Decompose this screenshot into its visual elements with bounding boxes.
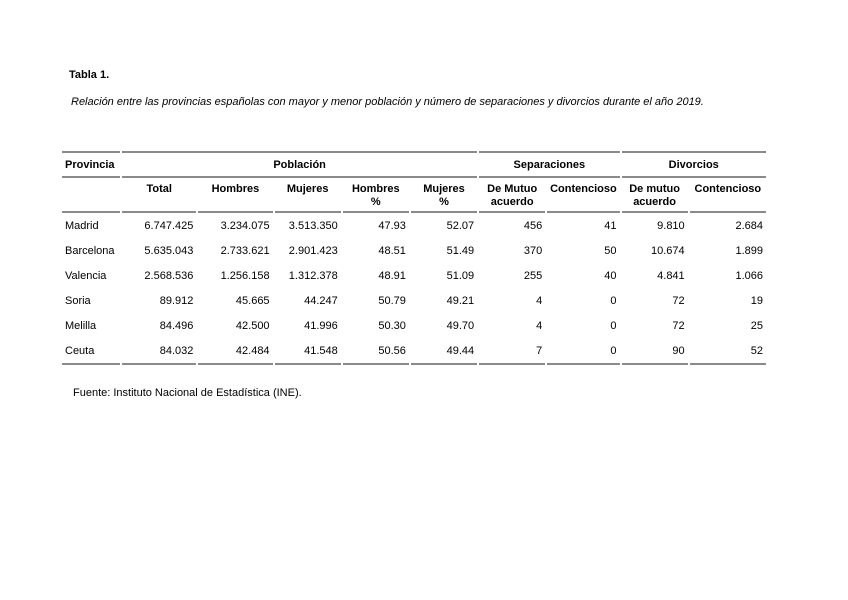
value-cell: 2.568.536 — [144, 269, 194, 282]
value-cell: 50.56 — [342, 338, 409, 365]
province-cell: Valencia — [65, 269, 107, 282]
value-cell: 4 — [536, 294, 543, 307]
value-cell: 89.912 — [159, 294, 194, 307]
value-cell: 1.066 — [735, 269, 763, 282]
value-cell: 48.91 — [378, 269, 406, 282]
table-caption: Relación entre las provincias españolas … — [71, 96, 704, 108]
value-cell: 0 — [547, 338, 620, 365]
province-cell: Melilla — [65, 319, 97, 332]
value-cell: 0 — [610, 319, 617, 332]
value-cell: 2.901.423 — [288, 244, 338, 257]
table-body: Madrid 6.747.425 3.234.075 3.513.350 47.93 52… — [62, 213, 766, 365]
value-cell: 49.21 — [446, 294, 475, 307]
value-cell: 1.256.158 — [220, 269, 270, 282]
table-row: Valencia 2.568.536 1.256.158 1.312.378 48.91… — [62, 263, 766, 288]
province-cell: Madrid — [65, 219, 99, 232]
group-header: Separaciones — [479, 151, 620, 178]
value-cell: 2.733.621 — [220, 244, 270, 257]
table-row: Barcelona 5.635.043 2.733.621 2.901.423 48.5… — [62, 238, 766, 263]
value-cell: 3.513.350 — [288, 219, 338, 232]
value-cell: 19 — [750, 294, 763, 307]
province-cell: Ceuta — [62, 338, 121, 365]
column-header — [62, 178, 121, 213]
table-row: Madrid 6.747.425 3.234.075 3.513.350 47.93 52… — [62, 213, 766, 238]
column-header: Contencioso — [547, 178, 620, 213]
value-cell: 72 — [672, 294, 685, 307]
value-cell: 52.07 — [446, 219, 475, 232]
value-cell: 84.032 — [122, 338, 197, 365]
column-header: Total — [122, 178, 197, 213]
value-cell: 48.51 — [378, 244, 406, 257]
value-cell: 49.70 — [446, 319, 475, 332]
value-cell: 25 — [750, 319, 763, 332]
column-header: Mujeres % — [410, 178, 478, 213]
table-row: Ceuta 84.032 42.484 41.548 50.56 49.44 7 0 90 52 — [62, 338, 766, 365]
value-cell: 50.79 — [378, 294, 406, 307]
column-header-provincia: Provincia — [62, 151, 121, 178]
value-cell: 51.49 — [446, 244, 475, 257]
value-cell: 41.996 — [304, 319, 338, 332]
table-header: Provincia Población Separaciones Divorcios T… — [62, 151, 766, 213]
value-cell: 4 — [536, 319, 543, 332]
group-header: Divorcios — [621, 151, 766, 178]
value-cell: 3.234.075 — [220, 219, 270, 232]
value-cell: 44.247 — [304, 294, 338, 307]
value-cell: 41 — [604, 219, 617, 232]
value-cell: 49.44 — [410, 338, 478, 365]
value-cell: 41.548 — [274, 338, 341, 365]
table-title: Tabla 1. — [69, 69, 110, 81]
value-cell: 5.635.043 — [144, 244, 194, 257]
value-cell: 40 — [604, 269, 617, 282]
value-cell: 50.30 — [378, 319, 406, 332]
value-cell: 10.674 — [651, 244, 685, 257]
value-cell: 52 — [689, 338, 766, 365]
column-header: De mutuo acuerdo — [621, 178, 688, 213]
value-cell: 456 — [523, 219, 543, 232]
column-header: Contencioso — [689, 178, 766, 213]
value-cell: 6.747.425 — [144, 219, 194, 232]
value-cell: 2.684 — [735, 219, 763, 232]
value-cell: 1.312.378 — [288, 269, 338, 282]
value-cell: 90 — [621, 338, 688, 365]
table-source: Fuente: Instituto Nacional de Estadístic… — [73, 387, 302, 399]
column-header: Hombres — [198, 178, 273, 213]
value-cell: 9.810 — [657, 219, 685, 232]
value-cell: 42.500 — [235, 319, 270, 332]
value-cell: 84.496 — [159, 319, 194, 332]
value-cell: 7 — [479, 338, 546, 365]
value-cell: 50 — [604, 244, 617, 257]
value-cell: 370 — [523, 244, 543, 257]
value-cell: 47.93 — [378, 219, 406, 232]
group-header: Población — [122, 151, 478, 178]
province-cell: Barcelona — [65, 244, 115, 257]
table-row: Melilla 84.496 42.500 41.996 50.30 49.70 4 0 72 2… — [62, 313, 766, 338]
column-header: Hombres % — [342, 178, 409, 213]
value-cell: 72 — [672, 319, 685, 332]
province-cell: Soria — [65, 294, 91, 307]
value-cell: 45.665 — [235, 294, 270, 307]
value-cell: 0 — [610, 294, 617, 307]
value-cell: 42.484 — [198, 338, 273, 365]
value-cell: 255 — [523, 269, 543, 282]
column-header: Mujeres — [274, 178, 341, 213]
value-cell: 51.09 — [446, 269, 475, 282]
table-row: Soria 89.912 45.665 44.247 50.79 49.21 4 0 72 19 — [62, 288, 766, 313]
column-header: De Mutuo acuerdo — [479, 178, 546, 213]
statistics-table: Provincia Población Separaciones Divorcios T… — [60, 151, 768, 365]
value-cell: 1.899 — [735, 244, 763, 257]
value-cell: 4.841 — [657, 269, 685, 282]
